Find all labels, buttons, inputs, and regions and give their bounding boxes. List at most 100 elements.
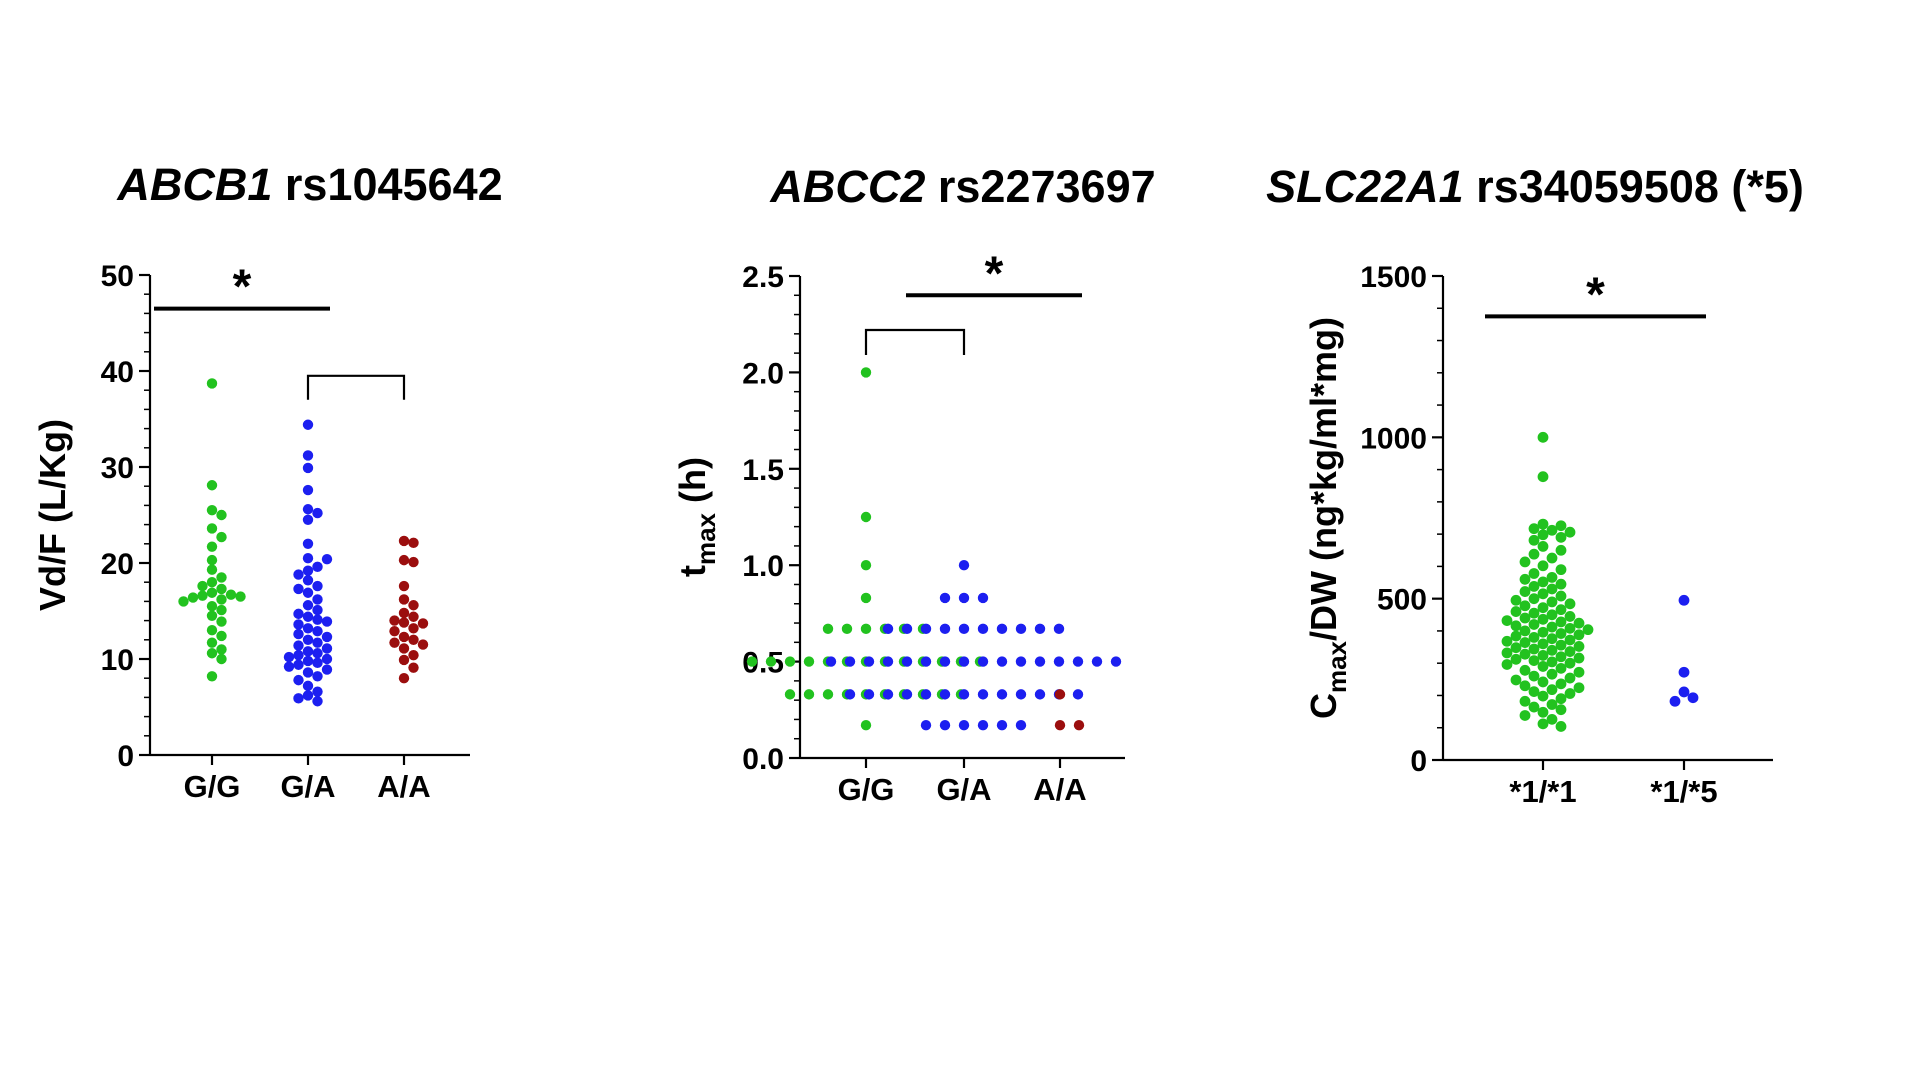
data-point [302,450,314,461]
significance-bracket [306,374,406,400]
data-point [1015,656,1027,667]
series-AA-points [1054,689,1085,731]
data-point [312,507,323,519]
data-point [1519,664,1531,676]
y-tick-label: 0 [117,740,134,773]
data-point [1546,633,1558,645]
data-point [1555,520,1567,532]
data-point [1528,619,1540,630]
data-point [977,592,989,604]
y-tick-label: 50 [101,260,134,293]
y-axis-label-subscript: max [691,512,721,565]
data-point [996,623,1008,635]
data-point [302,553,314,564]
data-point [302,538,314,549]
data-point [417,639,429,650]
data-point [1519,600,1531,612]
data-point [977,689,989,700]
data-point [1510,606,1522,617]
data-point [206,587,218,598]
data-point [321,653,333,665]
x-category-label: *1/*5 [1650,774,1717,809]
data-point [398,554,410,566]
data-point [958,720,970,731]
data-point [1687,692,1699,704]
data-point [1528,593,1540,605]
data-point [860,367,872,378]
data-point [901,689,913,700]
y-tick-label: 2.5 [742,261,784,294]
data-point [1054,689,1066,700]
data-point [958,560,970,571]
data-point [312,696,323,707]
data-point [216,583,227,595]
data-point [283,661,295,672]
data-point [822,623,834,635]
data-point [996,720,1008,731]
data-point [206,637,218,648]
chart-title-variant: rs34059508 (*5) [1464,161,1804,212]
data-point [1555,564,1567,576]
data-point [206,378,218,389]
data-point [1546,713,1558,725]
data-point [216,509,227,521]
data-point [1501,647,1513,659]
data-point [1564,611,1576,622]
data-point [1564,657,1576,669]
data-point [206,505,218,516]
data-point [1546,621,1558,633]
data-point [235,591,246,602]
data-point [1555,693,1567,705]
y-axis-label: Cmax/DW (ng*kg/ml*mg) [1303,317,1352,719]
data-point [408,600,419,611]
data-point [398,617,410,628]
chart-title-variant: rs1045642 [272,159,502,210]
data-point [206,564,218,575]
data-point [312,625,323,637]
data-point [1537,706,1549,718]
data-point [1537,576,1549,588]
data-point [1519,710,1531,721]
data-point [389,637,400,648]
data-point [302,575,314,586]
data-point [312,671,323,682]
data-point [1555,721,1567,732]
y-axis-label-main: Vd/F (L/Kg) [32,419,73,611]
data-point [293,674,304,686]
data-point [1537,602,1549,614]
y-tick-label: 1500 [1360,261,1427,294]
data-point [206,625,218,636]
data-point [1501,659,1513,670]
data-point [206,480,218,491]
data-point [1537,661,1549,672]
data-point [1537,588,1549,600]
series-GA-points [825,560,1122,731]
data-point [1546,596,1558,608]
data-point [844,656,856,667]
chart-title-gene: ABCC2 [769,161,925,212]
data-point [1669,695,1681,707]
data-point [1510,630,1522,642]
data-point [302,419,314,430]
data-point [1034,623,1046,635]
data-point [302,587,314,598]
data-point [939,656,951,667]
data-point [1510,642,1522,654]
data-point [1528,631,1540,643]
panel-slc22a1: SLC22A1 rs34059508 (*5) 0 500 1000 1500 *1/*1… [1266,161,1804,809]
data-point [1528,643,1540,655]
data-point [920,689,932,700]
y-axis-label: Vd/F (L/Kg) [32,419,73,611]
data-point [1555,639,1567,651]
data-point [825,656,837,667]
data-point [206,554,218,566]
y-tick-label: 0.0 [742,743,784,776]
data-point [312,637,323,648]
data-point [765,656,777,667]
data-point [312,686,323,697]
data-point [408,662,419,673]
data-point [860,511,872,523]
data-point [1555,590,1567,602]
data-point [312,561,323,573]
data-point [302,600,314,611]
